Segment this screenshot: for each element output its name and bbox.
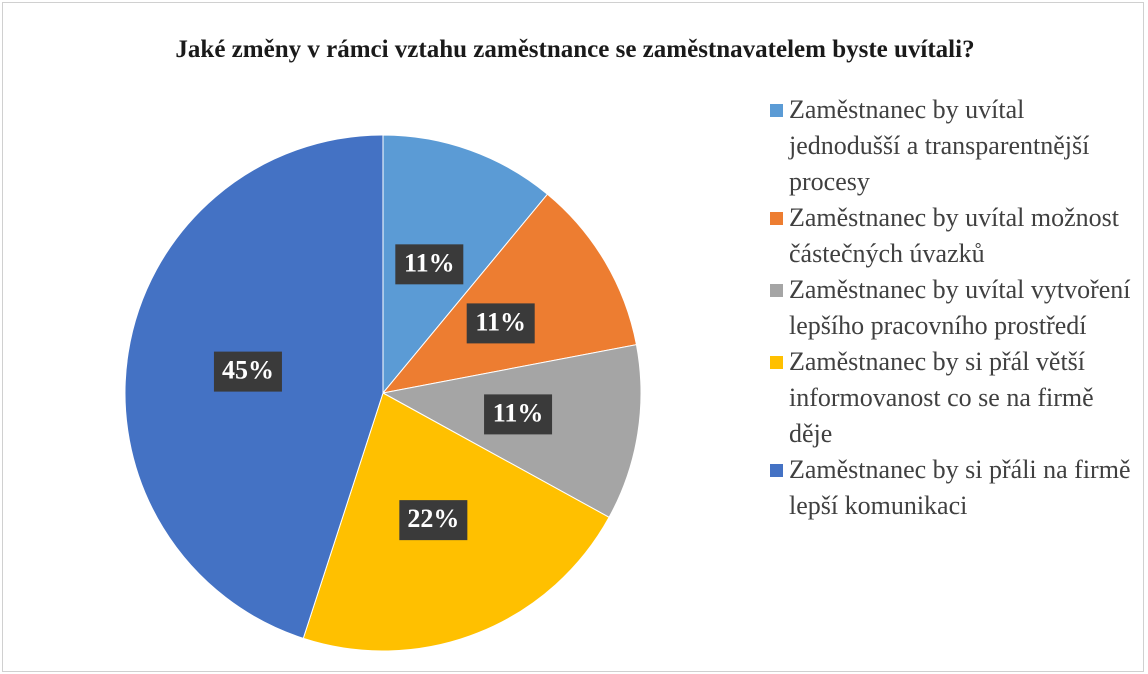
legend-label: Zaměstnanec by uvítal vytvoření lepšího …: [789, 275, 1131, 340]
data-label-box: [399, 500, 468, 541]
data-label: 11%: [475, 307, 526, 336]
legend-item: Zaměstnanec by si přál větší informovano…: [770, 344, 1142, 452]
legend-label: Zaměstnanec by si přáli na firmě lepší k…: [789, 455, 1131, 520]
data-label-box: [484, 394, 553, 435]
data-label-box: [213, 351, 282, 392]
pie-slice: [382, 134, 549, 395]
data-label-box: [395, 244, 464, 285]
chart-title: Jaké změny v rámci vztahu zaměstnance se…: [175, 36, 975, 63]
legend: Zaměstnanec by uvítal jednodušší a trans…: [770, 92, 1142, 524]
legend-swatch: [770, 464, 783, 477]
legend-swatch: [770, 212, 783, 225]
legend-label: Zaměstnanec by si přál větší informovano…: [789, 347, 1094, 448]
pie-slice: [381, 193, 638, 394]
legend-label: Zaměstnanec by uvítal jednodušší a trans…: [789, 95, 1090, 196]
data-label: 11%: [404, 248, 455, 277]
legend-swatch: [770, 104, 783, 117]
legend-item: Zaměstnanec by uvítal vytvoření lepšího …: [770, 272, 1142, 344]
legend-item: Zaměstnanec by uvítal jednodušší a trans…: [770, 92, 1142, 200]
data-label-box: [466, 303, 535, 344]
data-label: 22%: [407, 504, 459, 533]
data-label: 45%: [222, 356, 274, 385]
legend-label: Zaměstnanec by uvítal možnost částečných…: [789, 203, 1119, 268]
data-label: 11%: [493, 398, 544, 427]
legend-item: Zaměstnanec by si přáli na firmě lepší k…: [770, 452, 1142, 524]
legend-swatch: [770, 356, 783, 369]
legend-swatch: [770, 284, 783, 297]
legend-item: Zaměstnanec by uvítal možnost částečných…: [770, 200, 1142, 272]
